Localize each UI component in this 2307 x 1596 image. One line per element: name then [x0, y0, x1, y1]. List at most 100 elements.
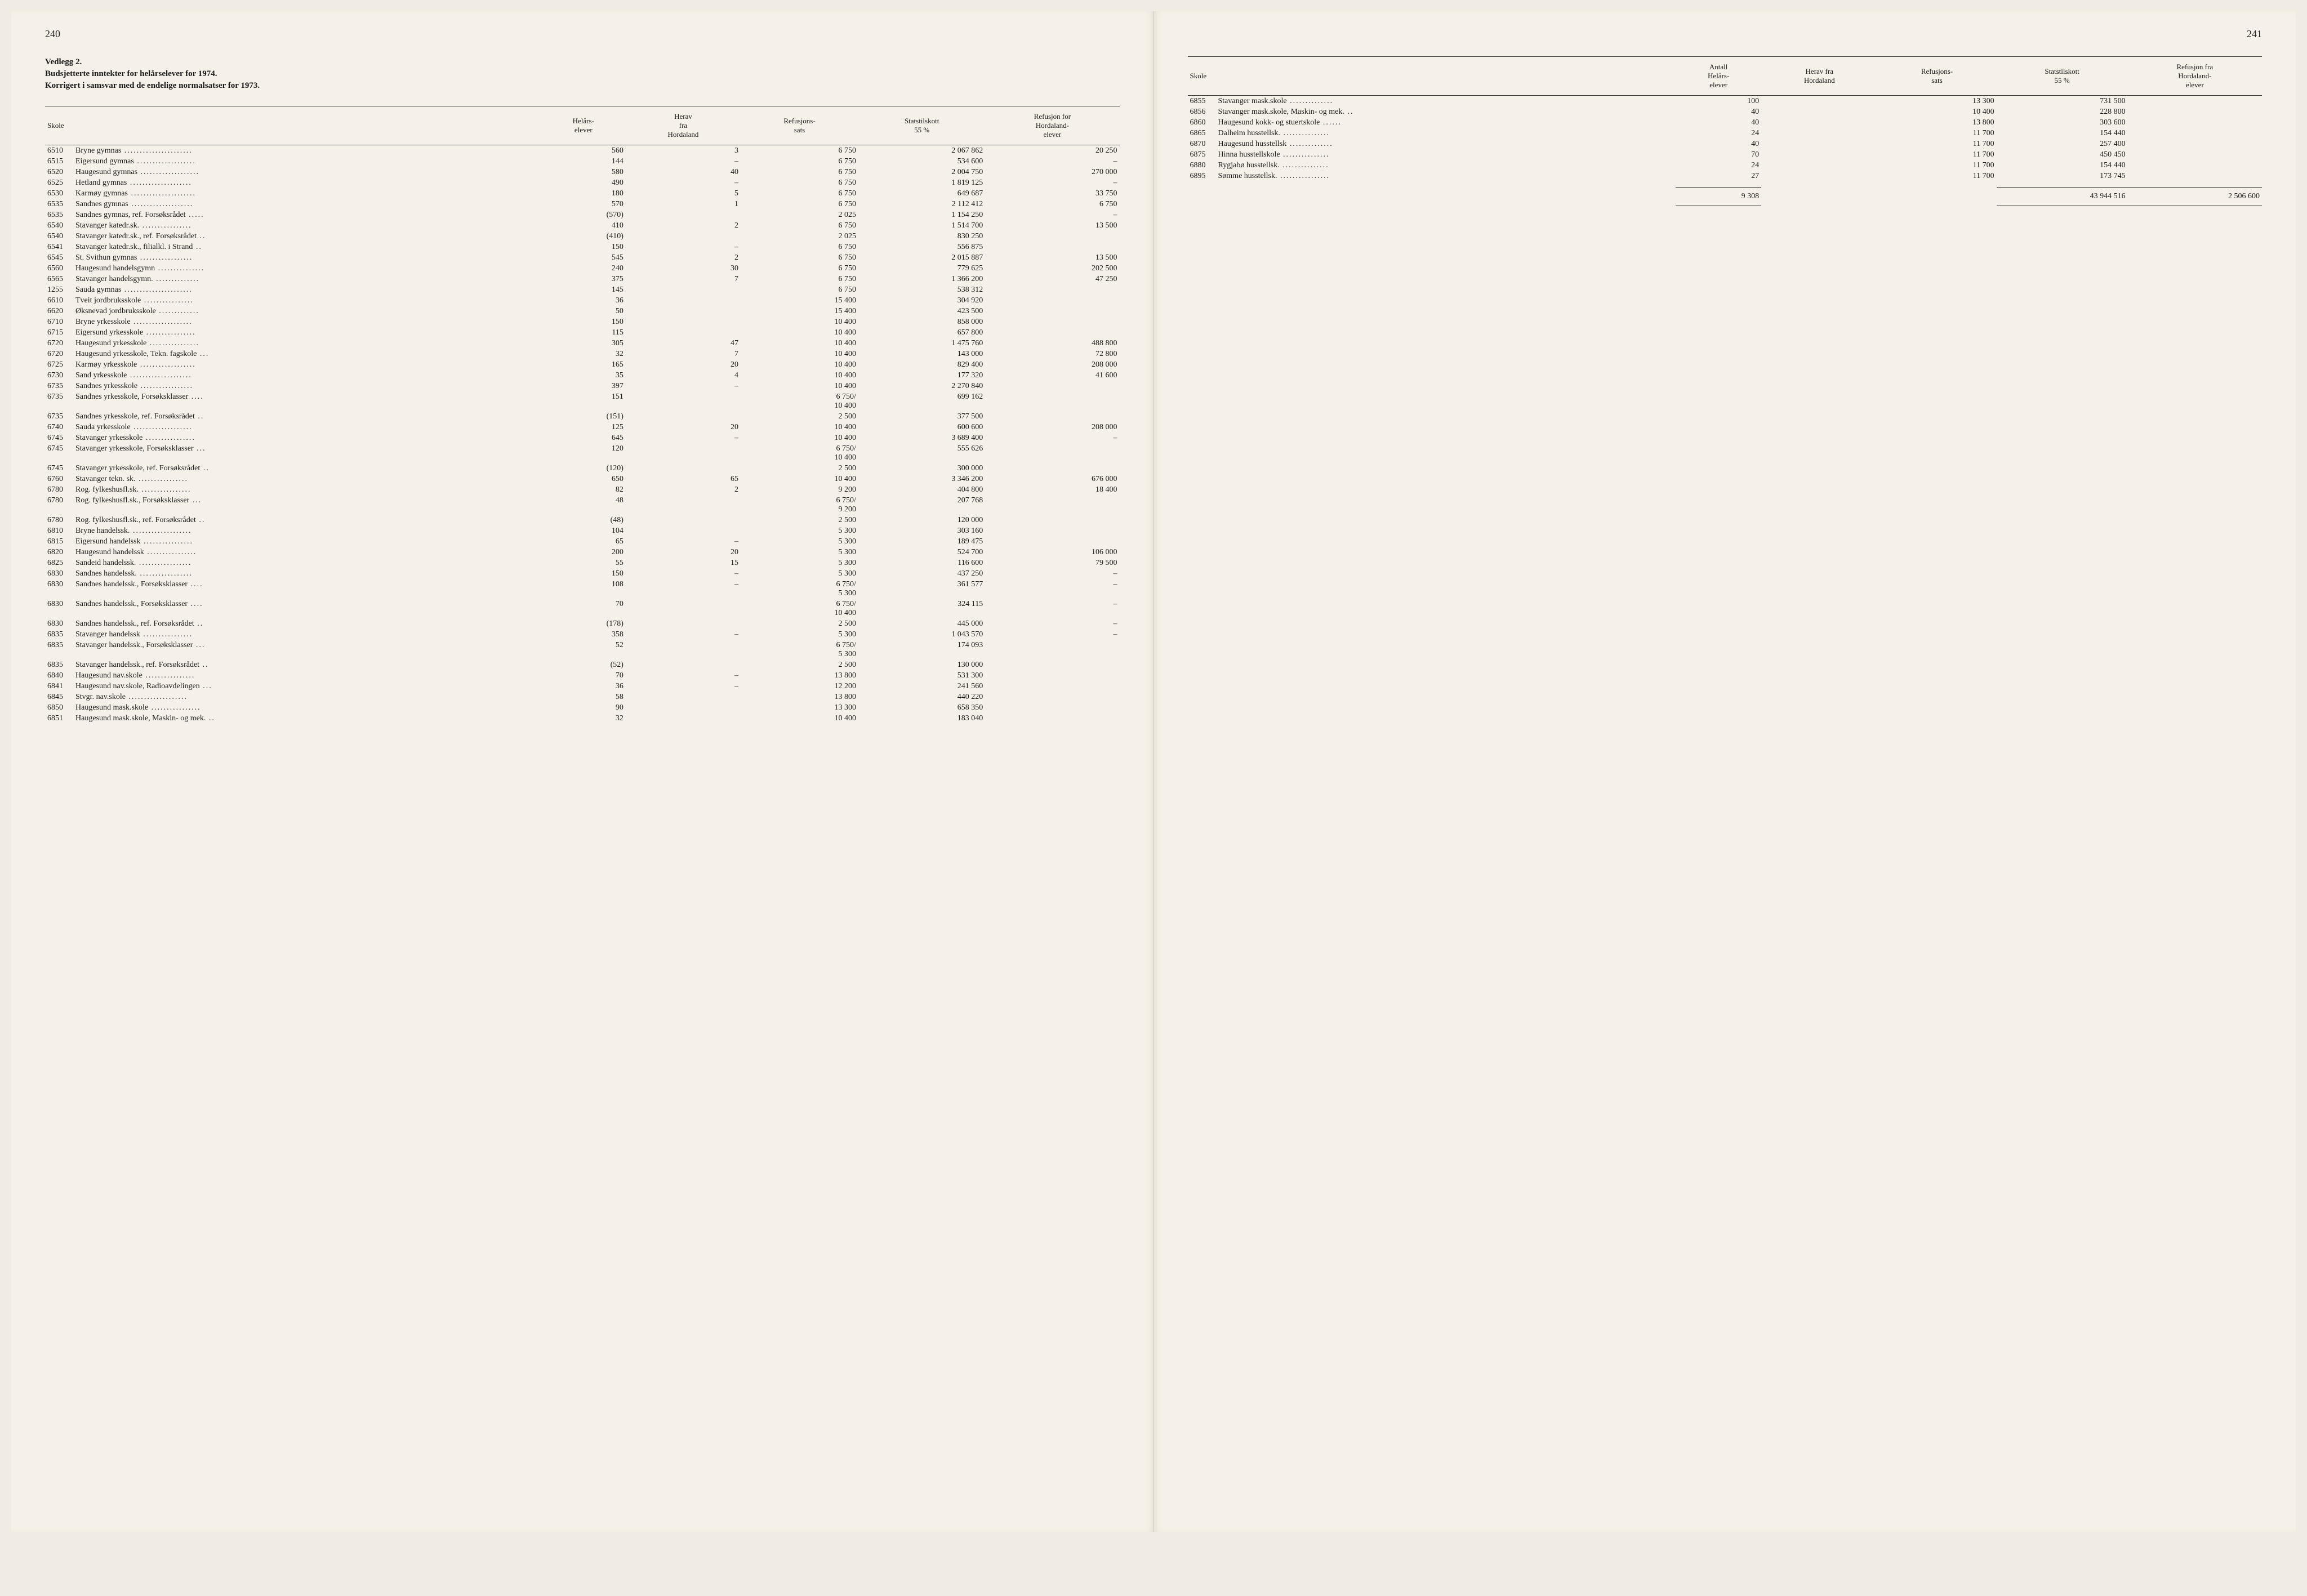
row-c2 — [1761, 171, 1877, 181]
row-c1: 305 — [541, 338, 626, 349]
table-row: 6541Stavanger katedr.sk., filialkl. i St… — [45, 242, 1120, 252]
row-c3: 2 500 — [741, 515, 858, 525]
row-name: Tveit jordbruksskole ................ — [73, 295, 541, 306]
row-name: Sandnes handelssk. ................. — [73, 568, 541, 579]
row-c2 — [1761, 149, 1877, 160]
row-code: 6895 — [1188, 171, 1216, 181]
row-c3: 5 300 — [741, 568, 858, 579]
row-c2 — [626, 463, 741, 474]
row-c5: – — [985, 177, 1119, 188]
row-name: Haugesund nav.skole ................ — [73, 670, 541, 681]
row-c4: 120 000 — [858, 515, 985, 525]
row-c4: 116 600 — [858, 558, 985, 568]
row-code: 6620 — [45, 306, 73, 316]
row-c5: 270 000 — [985, 167, 1119, 177]
row-c1: (48) — [541, 515, 626, 525]
table-row: 6830Sandnes handelssk., Forsøksklasser .… — [45, 599, 1120, 618]
row-c4: 377 500 — [858, 411, 985, 422]
row-c5: – — [985, 568, 1119, 579]
row-c4: 304 920 — [858, 295, 985, 306]
left-page: 240 Vedlegg 2. Budsjetterte inntekter fo… — [11, 11, 1154, 1532]
row-c4: 303 160 — [858, 525, 985, 536]
col-stats-r: Statstilskott 55 % — [1997, 57, 2128, 96]
row-c2 — [626, 231, 741, 242]
heading-3: Korrigert i samsvar med de endelige norm… — [45, 80, 1120, 92]
row-name: Sandnes handelssk., Forsøksklasser .... — [73, 579, 541, 599]
col-herav-r: Herav fra Hordaland — [1761, 57, 1877, 96]
table-row: 6540Stavanger katedr.sk., ref. Forsøksrå… — [45, 231, 1120, 242]
row-c1: 151 — [541, 391, 626, 411]
row-c4: 731 500 — [1997, 96, 2128, 107]
row-c2: 20 — [626, 422, 741, 433]
row-c4: 303 600 — [1997, 117, 2128, 128]
row-c3: 2 500 — [741, 411, 858, 422]
row-c3: 2 500 — [741, 618, 858, 629]
heading-block: Vedlegg 2. Budsjetterte inntekter for he… — [45, 56, 1120, 92]
row-c2: – — [626, 579, 741, 599]
page-number-left: 240 — [45, 28, 60, 40]
row-c5: 41 600 — [985, 370, 1119, 381]
row-c3: 12 200 — [741, 681, 858, 692]
row-c5: 208 000 — [985, 359, 1119, 370]
row-c3: 13 800 — [1877, 117, 1996, 128]
row-c2 — [1761, 96, 1877, 107]
row-name: Stavanger handelssk., ref. Forsøksrådet … — [73, 659, 541, 670]
row-c3: 5 300 — [741, 536, 858, 547]
row-c3: 6 750 — [741, 284, 858, 295]
row-c4: 130 000 — [858, 659, 985, 670]
right-page: 241 Skole Antall Helårs- elever Herav fr… — [1154, 11, 2296, 1532]
table-row: 6735Sandnes yrkesskole .................… — [45, 381, 1120, 391]
table-row: 6510Bryne gymnas ......................5… — [45, 145, 1120, 157]
col-helars: Helårs- elever — [541, 106, 626, 145]
row-c1: 48 — [541, 495, 626, 515]
row-c3: 5 300 — [741, 547, 858, 558]
row-c1: 650 — [541, 474, 626, 484]
row-c3: 6 750 — [741, 177, 858, 188]
row-c1: 52 — [541, 640, 626, 659]
row-c3: 10 400 — [1877, 106, 1996, 117]
row-c3: 11 700 — [1877, 128, 1996, 139]
row-c4: 423 500 — [858, 306, 985, 316]
table-row: 6535Sandnes gymnas ....................5… — [45, 199, 1120, 209]
table-row: 6835Stavanger handelssk ................… — [45, 629, 1120, 640]
row-c1: 120 — [541, 443, 626, 463]
row-c2 — [626, 391, 741, 411]
table-row: 6875Hinna husstellskole ...............7… — [1188, 149, 2263, 160]
row-c2 — [1761, 160, 1877, 171]
table-row: 1255Sauda gymnas ......................1… — [45, 284, 1120, 295]
row-name: Stavanger handelssk., Forsøksklasser ... — [73, 640, 541, 659]
row-code: 6825 — [45, 558, 73, 568]
row-code: 6560 — [45, 263, 73, 274]
row-code: 6820 — [45, 547, 73, 558]
row-name: Dalheim husstellsk. ............... — [1216, 128, 1676, 139]
row-c2 — [626, 525, 741, 536]
row-c4: 1 819 125 — [858, 177, 985, 188]
row-code: 6780 — [45, 515, 73, 525]
row-c3: 13 800 — [741, 692, 858, 702]
book-spread: 240 Vedlegg 2. Budsjetterte inntekter fo… — [11, 11, 2296, 1532]
row-c5 — [985, 640, 1119, 659]
row-c1: (52) — [541, 659, 626, 670]
row-c2: 47 — [626, 338, 741, 349]
row-c4: 241 560 — [858, 681, 985, 692]
row-code: 6735 — [45, 381, 73, 391]
row-c4: 2 112 412 — [858, 199, 985, 209]
table-row: 6865Dalheim husstellsk. ...............2… — [1188, 128, 2263, 139]
row-c5 — [985, 306, 1119, 316]
row-name: Haugesund mask.skole ................ — [73, 702, 541, 713]
table-row: 6745Stavanger yrkesskole, ref. Forsøksrå… — [45, 463, 1120, 474]
row-c3: 11 700 — [1877, 139, 1996, 149]
row-c4: 556 875 — [858, 242, 985, 252]
row-c2: – — [626, 381, 741, 391]
row-c2 — [1761, 117, 1877, 128]
row-c2: – — [626, 242, 741, 252]
row-name: Haugesund yrkesskole, Tekn. fagskole ... — [73, 349, 541, 359]
row-c2 — [626, 316, 741, 327]
row-code: 6780 — [45, 495, 73, 515]
row-c5 — [985, 391, 1119, 411]
row-c5 — [985, 463, 1119, 474]
row-c5: – — [985, 599, 1119, 618]
row-code: 6515 — [45, 156, 73, 167]
right-table-body: 6855Stavanger mask.skole ..............1… — [1188, 96, 2263, 206]
row-code: 6865 — [1188, 128, 1216, 139]
